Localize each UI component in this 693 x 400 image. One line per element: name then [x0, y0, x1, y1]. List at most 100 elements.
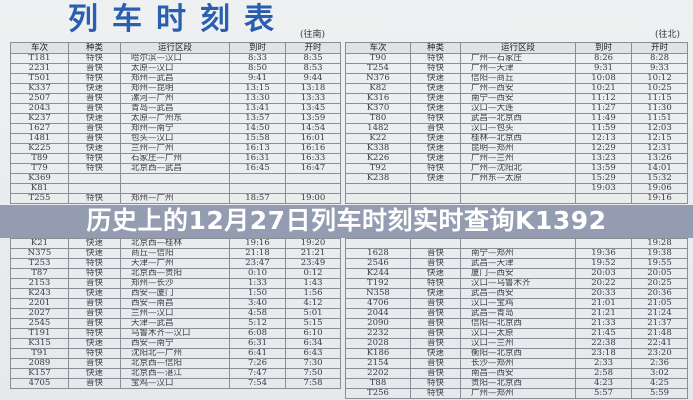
arrival-time-cell: 11:59 — [575, 123, 632, 134]
table-row: T80 特快 武昌—北京西 11:49 11:51 — [345, 113, 688, 124]
train-no-cell: T256 — [345, 388, 411, 399]
train-no-cell: T253 — [10, 258, 69, 269]
departure-time-cell: 6:10 — [285, 328, 341, 339]
train-no-cell: T191 — [10, 328, 69, 339]
departure-time-cell: 23:49 — [285, 258, 341, 269]
train-no-cell: T192 — [345, 278, 411, 289]
departure-time-cell: 7:30 — [285, 358, 341, 369]
train-no-cell: K81 — [10, 183, 69, 194]
route-cell: 南宁—郑州 — [460, 248, 576, 259]
arrival-time-cell: 5:57 — [575, 388, 632, 399]
route-cell: 北京西—信阳 — [120, 358, 230, 369]
departure-time-cell: 10:25 — [631, 83, 688, 94]
table-row: T79 特快 北京西—武昌 16:45 16:47 — [10, 163, 341, 174]
arrival-time-cell: 18:57 — [229, 193, 286, 204]
train-no-cell: T181 — [10, 53, 69, 64]
table-row: 2153 普快 郑州—长沙 1:33 1:43 — [10, 278, 341, 289]
train-type-cell: 特快 — [410, 388, 461, 399]
route-cell: 广州—兰州 — [460, 153, 576, 164]
train-type-cell: 快速 — [410, 103, 461, 114]
departure-time-cell: 4:12 — [285, 298, 341, 309]
departure-time-cell: 22:41 — [631, 338, 688, 349]
departure-time-cell: 9:44 — [285, 73, 341, 84]
table-row: 19:16 — [345, 193, 688, 204]
departure-time-cell: 19:55 — [631, 258, 688, 269]
train-no-cell: K82 — [345, 83, 411, 94]
arrival-time-cell: 13:15 — [229, 83, 286, 94]
table-row: 2232 普快 汉口—太原 21:45 21:48 — [345, 328, 688, 339]
train-type-cell: 普快 — [68, 123, 121, 134]
route-cell: 北京西—湛江 — [120, 368, 230, 379]
train-type-cell: 快速 — [68, 368, 121, 379]
arrival-time-cell: 16:13 — [229, 143, 286, 154]
table-row: T192 特快 汉口—乌鲁木齐 20:22 20:25 — [345, 278, 688, 289]
table-row: 2043 普快 青岛—武昌 13:41 13:45 — [10, 103, 341, 114]
departure-time-cell: 4:25 — [631, 378, 688, 389]
arrival-time-cell: 4:23 — [575, 378, 632, 389]
train-no-cell: 2044 — [345, 308, 411, 319]
train-type-cell: 普快 — [68, 103, 121, 114]
table-row: K337 快速 郑州—昆明 13:15 13:18 — [10, 83, 341, 94]
table-row: 2231 普快 太原—汉口 8:50 8:53 — [10, 63, 341, 74]
arrival-time-cell: 11:12 — [575, 93, 632, 104]
route-cell: 长沙—郑州 — [460, 358, 576, 369]
departure-time-cell: 11:51 — [631, 113, 688, 124]
arrival-time-cell: 21:01 — [575, 298, 632, 309]
table-row: 2545 普快 天津—武昌 5:12 5:15 — [10, 318, 341, 329]
train-type-cell: 快速 — [410, 288, 461, 299]
table-row: K225 快速 兰州—广州 16:13 16:16 — [10, 143, 341, 154]
table-row: 2028 普快 汉口—兰州 22:38 22:41 — [345, 338, 688, 349]
arrival-time-cell: 6:31 — [229, 338, 286, 349]
departure-time-cell: 21:48 — [631, 328, 688, 339]
departure-time-cell: 7:50 — [285, 368, 341, 379]
train-no-cell: T255 — [10, 193, 69, 204]
train-no-cell: K315 — [10, 338, 69, 349]
departure-time-cell: 20:05 — [631, 268, 688, 279]
table-row: 4706 普快 汉口—宝鸡 21:01 21:05 — [345, 298, 688, 309]
route-cell: 包头—汉口 — [120, 133, 230, 144]
train-no-cell: 1481 — [10, 133, 69, 144]
departure-time-cell: 16:16 — [285, 143, 341, 154]
arrival-time-cell — [229, 173, 286, 184]
route-cell: 青岛—武昌 — [120, 103, 230, 114]
train-type-cell: 普快 — [68, 308, 121, 319]
departure-time-cell: 5:59 — [631, 388, 688, 399]
departure-time-cell: 5:01 — [285, 308, 341, 319]
train-type-cell: 快速 — [410, 93, 461, 104]
arrival-time-cell: 21:21 — [575, 308, 632, 319]
train-type-cell: 快速 — [410, 348, 461, 359]
train-no-cell: 1627 — [10, 123, 69, 134]
train-no-cell: 1482 — [345, 123, 411, 134]
train-no-cell: 2545 — [10, 318, 69, 329]
table-row: T90 特快 广州—石家庄 8:26 8:28 — [345, 53, 688, 64]
col-depart: 开时 — [631, 42, 688, 54]
departure-time-cell: 13:45 — [285, 103, 341, 114]
departure-time-cell — [285, 183, 341, 194]
train-type-cell: 普快 — [410, 123, 461, 134]
col-arrive: 到时 — [229, 42, 286, 54]
arrival-time-cell: 13:30 — [229, 93, 286, 104]
train-type-cell: 特快 — [68, 153, 121, 164]
arrival-time-cell: 10:08 — [575, 73, 632, 84]
table-row: T88 特快 贵阳—北京西 4:23 4:25 — [345, 378, 688, 389]
arrival-time-cell: 13:41 — [229, 103, 286, 114]
arrival-time-cell: 19:16 — [229, 238, 286, 249]
arrival-time-cell: 15:58 — [229, 133, 286, 144]
arrival-time-cell: 7:54 — [229, 378, 286, 389]
table-row: T92 特快 广州—沈阳北 13:59 14:01 — [345, 163, 688, 174]
train-type-cell: 特快 — [410, 63, 461, 74]
train-type-cell: 普快 — [68, 318, 121, 329]
train-type-cell — [410, 193, 461, 204]
route-cell: 汉口—太原 — [460, 328, 576, 339]
route-cell: 厦门—西安 — [460, 268, 576, 279]
table-row: 4705 普快 宝鸡—汉口 7:54 7:58 — [10, 378, 341, 389]
train-type-cell: 特快 — [410, 278, 461, 289]
table-row: T501 特快 郑州—武昌 9:41 9:44 — [10, 73, 341, 84]
train-no-cell: K22 — [345, 133, 411, 144]
table-row: K244 快速 厦门—西安 20:03 20:05 — [345, 268, 688, 279]
route-cell: 郑州—长沙 — [120, 278, 230, 289]
departure-time-cell: 5:15 — [285, 318, 341, 329]
arrival-time-cell: 13:59 — [575, 163, 632, 174]
arrival-time-cell: 12:29 — [575, 143, 632, 154]
route-cell: 信阳—北京西 — [460, 318, 576, 329]
